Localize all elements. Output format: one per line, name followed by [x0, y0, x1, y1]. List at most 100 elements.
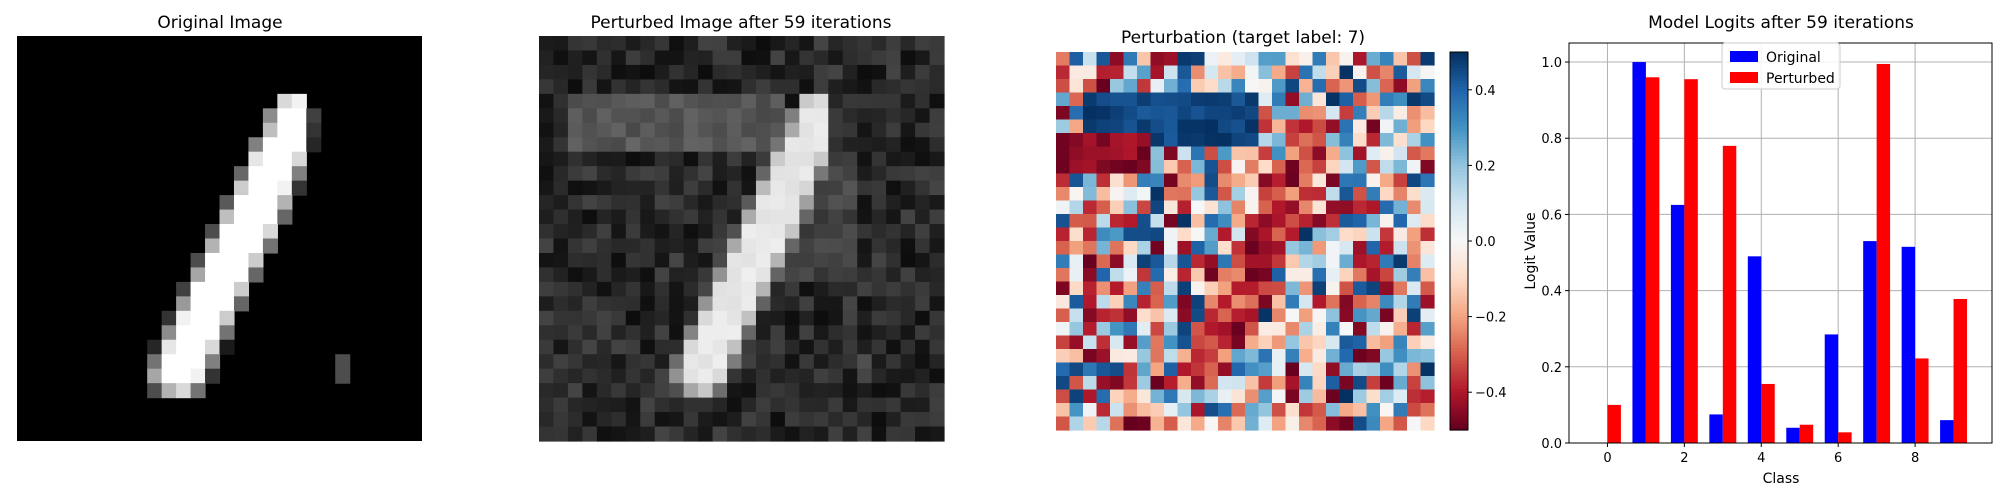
perturbation-pixel — [1326, 389, 1341, 404]
perturbation-pixel — [1420, 52, 1435, 67]
perturbation-pixel — [1407, 106, 1422, 121]
perturbed-pixel — [567, 368, 583, 384]
perturbed-pixel — [741, 180, 757, 196]
perturbed-pixel — [654, 224, 670, 240]
perturbation-pixel — [1123, 133, 1138, 148]
perturbation-pixel — [1150, 416, 1165, 431]
perturbation-pixel — [1312, 52, 1327, 67]
x-tick-label: 2 — [1680, 451, 1688, 466]
perturbed-pixel — [640, 224, 656, 240]
perturbation-pixel — [1069, 389, 1084, 404]
perturbed-pixel — [929, 79, 945, 95]
bar-original — [1670, 204, 1685, 443]
perturbation-pixel — [1380, 322, 1395, 337]
perturbed-pixel — [712, 166, 728, 182]
colorbar-segment — [1450, 86, 1468, 91]
perturbed-pixel — [596, 195, 612, 211]
perturbed-pixel — [698, 310, 714, 326]
perturbation-pixel — [1204, 254, 1219, 269]
perturbed-pixel — [799, 209, 815, 225]
perturbed-pixel — [727, 252, 743, 269]
perturbation-pixel — [1123, 214, 1138, 229]
perturbation-pixel — [1137, 65, 1152, 80]
perturbed-pixel — [625, 296, 641, 312]
perturbed-pixel — [553, 238, 569, 254]
perturbed-pixel — [553, 412, 569, 428]
perturbed-pixel — [625, 93, 641, 109]
perturbed-pixel — [611, 281, 627, 297]
bar-original — [1863, 241, 1877, 443]
perturbation-pixel — [1096, 106, 1111, 121]
perturbation-pixel — [1110, 92, 1125, 107]
perturbed-pixel — [915, 426, 931, 442]
perturbation-pixel — [1380, 335, 1395, 350]
perturbation-pixel — [1123, 241, 1138, 256]
original-pixel — [219, 252, 235, 269]
colorbar-segment — [1450, 231, 1468, 236]
perturbed-pixel — [900, 79, 916, 95]
perturbation-pixel — [1258, 335, 1273, 350]
original-pixel — [219, 281, 235, 297]
perturbation-pixel — [1218, 160, 1233, 175]
perturbation-pixel — [1083, 52, 1098, 67]
original-pixel — [190, 310, 206, 326]
colorbar-tick-label: 0.0 — [1475, 235, 1496, 250]
perturbation-pixel — [1353, 106, 1368, 121]
perturbation-pixel — [1177, 403, 1192, 418]
perturbed-pixel — [741, 209, 757, 225]
perturbation-pixel — [1420, 389, 1435, 404]
colorbar-segment — [1450, 382, 1468, 387]
perturbed-pixel — [654, 339, 670, 355]
perturbed-pixel — [886, 354, 902, 370]
colorbar-segment — [1450, 319, 1468, 324]
perturbed-pixel — [915, 238, 931, 254]
perturbation-pixel — [1312, 133, 1327, 148]
perturbed-pixel — [929, 238, 945, 254]
perturbation-pixel — [1312, 214, 1327, 229]
perturbed-pixel — [929, 354, 945, 370]
perturbation-pixel — [1420, 268, 1435, 283]
perturbed-pixel — [625, 397, 641, 413]
perturbed-pixel — [871, 122, 887, 138]
x-tick-label: 8 — [1911, 451, 1919, 466]
perturbation-pixel — [1299, 173, 1314, 188]
perturbed-pixel — [698, 151, 714, 167]
perturbed-pixel — [915, 281, 931, 297]
perturbation-pixel — [1218, 308, 1233, 323]
perturbation-pixel — [1204, 322, 1219, 337]
perturbed-pixel — [596, 368, 612, 384]
colorbar-segment — [1450, 118, 1468, 122]
perturbed-pixel — [567, 108, 583, 124]
perturbed-pixel — [625, 79, 641, 95]
perturbation-pixel — [1420, 92, 1435, 107]
perturbed-pixel — [683, 267, 699, 283]
perturbation-pixel — [1204, 389, 1219, 404]
perturbation-pixel — [1069, 322, 1084, 337]
perturbed-pixel — [611, 412, 627, 428]
perturbation-pixel — [1393, 349, 1408, 364]
perturbed-pixel — [828, 93, 844, 109]
original-pixel — [291, 151, 307, 167]
perturbed-pixel — [727, 195, 743, 211]
perturbed-pixel — [596, 224, 612, 240]
colorbar-segment — [1450, 83, 1468, 88]
perturbation-pixel — [1366, 362, 1381, 377]
perturbation-pixel — [1299, 65, 1314, 80]
perturbation-pixel — [1245, 254, 1260, 269]
perturbed-pixel — [539, 151, 555, 167]
perturbed-pixel — [698, 79, 714, 95]
perturbation-pixel — [1407, 308, 1422, 323]
perturbed-pixel — [900, 224, 916, 240]
perturbation-pixel — [1299, 146, 1314, 161]
perturbation-pixel — [1150, 308, 1165, 323]
perturbation-pixel — [1420, 403, 1435, 418]
perturbed-pixel — [886, 412, 902, 428]
perturbed-pixel — [611, 368, 627, 384]
perturbed-pixel — [611, 151, 627, 167]
perturbation-pixel — [1137, 403, 1152, 418]
perturbation-pixel — [1339, 65, 1354, 80]
perturbation-pixel — [1191, 281, 1206, 296]
perturbation-pixel — [1191, 227, 1206, 242]
perturbation-pixel — [1137, 241, 1152, 256]
perturbed-pixel — [929, 267, 945, 283]
